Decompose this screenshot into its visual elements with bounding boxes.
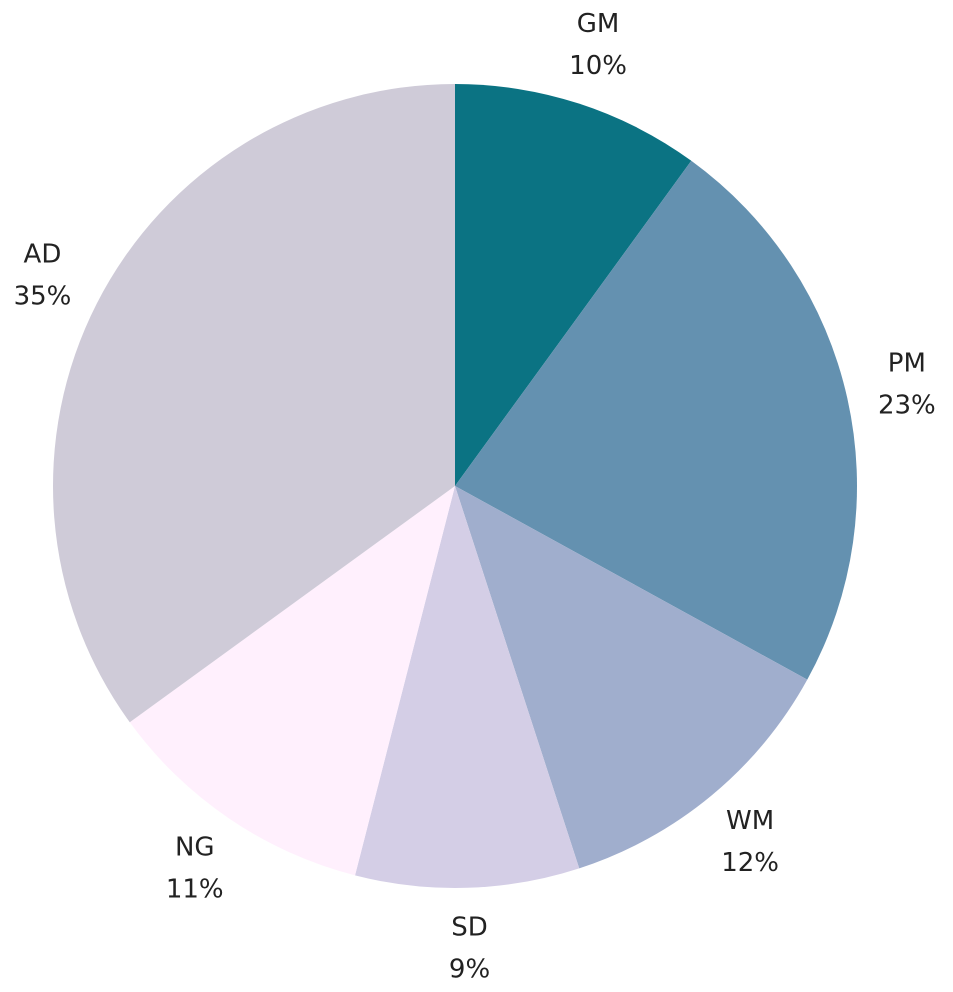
slice-name: PM [888, 348, 926, 378]
slice-name: AD [24, 239, 62, 269]
slice-value: 9% [449, 954, 490, 984]
slice-name: NG [175, 832, 215, 862]
pie-slice [455, 486, 808, 869]
pie-slice [355, 486, 580, 888]
slice-name: SD [451, 912, 488, 942]
slice-value: 10% [569, 51, 627, 81]
pie-slice [129, 486, 456, 876]
pie-slice [52, 84, 456, 723]
slice-value: 12% [721, 848, 779, 878]
pie-slice [455, 84, 692, 486]
slice-name: WM [726, 806, 774, 836]
slice-value: 11% [166, 874, 224, 904]
pie-slice [455, 160, 857, 680]
slice-name: GM [577, 9, 620, 39]
slice-value: 35% [14, 281, 72, 311]
slice-value: 23% [878, 390, 936, 420]
